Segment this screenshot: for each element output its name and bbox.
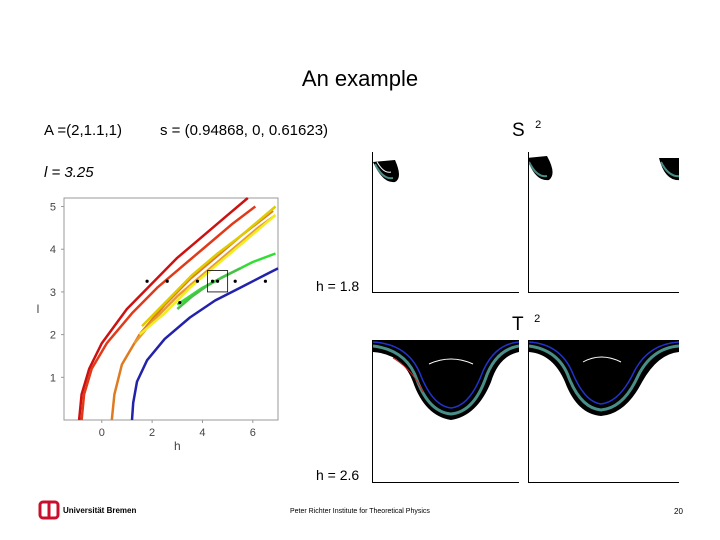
slide-title: An example (301, 66, 419, 91)
t2-map-left (373, 340, 519, 420)
curve-3 (133, 214, 277, 344)
s2-panel-right (528, 152, 679, 293)
y-axis-label: l (37, 302, 40, 316)
curve-4 (138, 214, 277, 336)
l-param: l = 3.25 (44, 164, 94, 181)
footer-institute: Peter Richter Institute for Theoretical … (290, 508, 430, 515)
x-axis-label: h (174, 439, 181, 453)
university-logo: Universität Bremen (38, 500, 136, 520)
orbit-dot-7 (178, 300, 182, 305)
s2-map-left (373, 160, 399, 183)
orbit-dot-3 (210, 279, 215, 283)
t2-base: T (512, 314, 524, 335)
t2-map-right (529, 340, 679, 416)
logo-text: Universität Bremen (63, 505, 137, 515)
y-tick-label-3: 4 (50, 244, 56, 256)
x-tick-label-2: 4 (199, 427, 205, 439)
a-param: A =(2,1.1,1) (44, 122, 122, 139)
orbit-dot-4 (215, 279, 220, 283)
x-tick-label-3: 6 (250, 427, 256, 439)
h1-label: h = 1.8 (316, 278, 360, 294)
curve-8 (130, 267, 279, 421)
s2-base: S (512, 120, 525, 141)
x-tick-label-0: 0 (99, 427, 105, 439)
curve-0 (77, 197, 249, 421)
bifurcation-chart: 0 2 4 6 1 2 3 4 5 h l (37, 197, 279, 453)
plot-frame (63, 197, 279, 421)
t2-panel-left (372, 340, 519, 483)
orbit-dot-1 (165, 279, 169, 283)
highlight-box (207, 270, 229, 293)
t2-exp: 2 (534, 313, 541, 325)
s2-exp: 2 (535, 119, 542, 131)
s2-panel-left (372, 152, 519, 293)
x-tick-label-1: 2 (149, 427, 155, 439)
t2-panel-right (528, 340, 679, 483)
y-tick-label-1: 2 (50, 330, 56, 342)
s-param: s = (0.94868, 0, 0.61623) (160, 122, 329, 139)
s2-map-right (529, 156, 679, 181)
page-number: 20 (674, 507, 683, 516)
t2-label: T 2 (512, 313, 540, 336)
curve-1 (80, 205, 257, 421)
bremen-key-icon (38, 500, 60, 520)
curve-5 (141, 205, 277, 327)
orbit-dot-2 (195, 279, 200, 283)
y-tick-label-0: 1 (50, 372, 56, 384)
orbit-dot-0 (145, 279, 149, 283)
orbit-dot-6 (263, 279, 268, 283)
h2-label: h = 2.6 (316, 467, 360, 483)
orbit-dot-5 (233, 279, 237, 283)
y-tick-label-2: 3 (50, 287, 56, 299)
y-tick-label-4: 5 (50, 202, 56, 214)
s2-label: S 2 (512, 119, 541, 142)
